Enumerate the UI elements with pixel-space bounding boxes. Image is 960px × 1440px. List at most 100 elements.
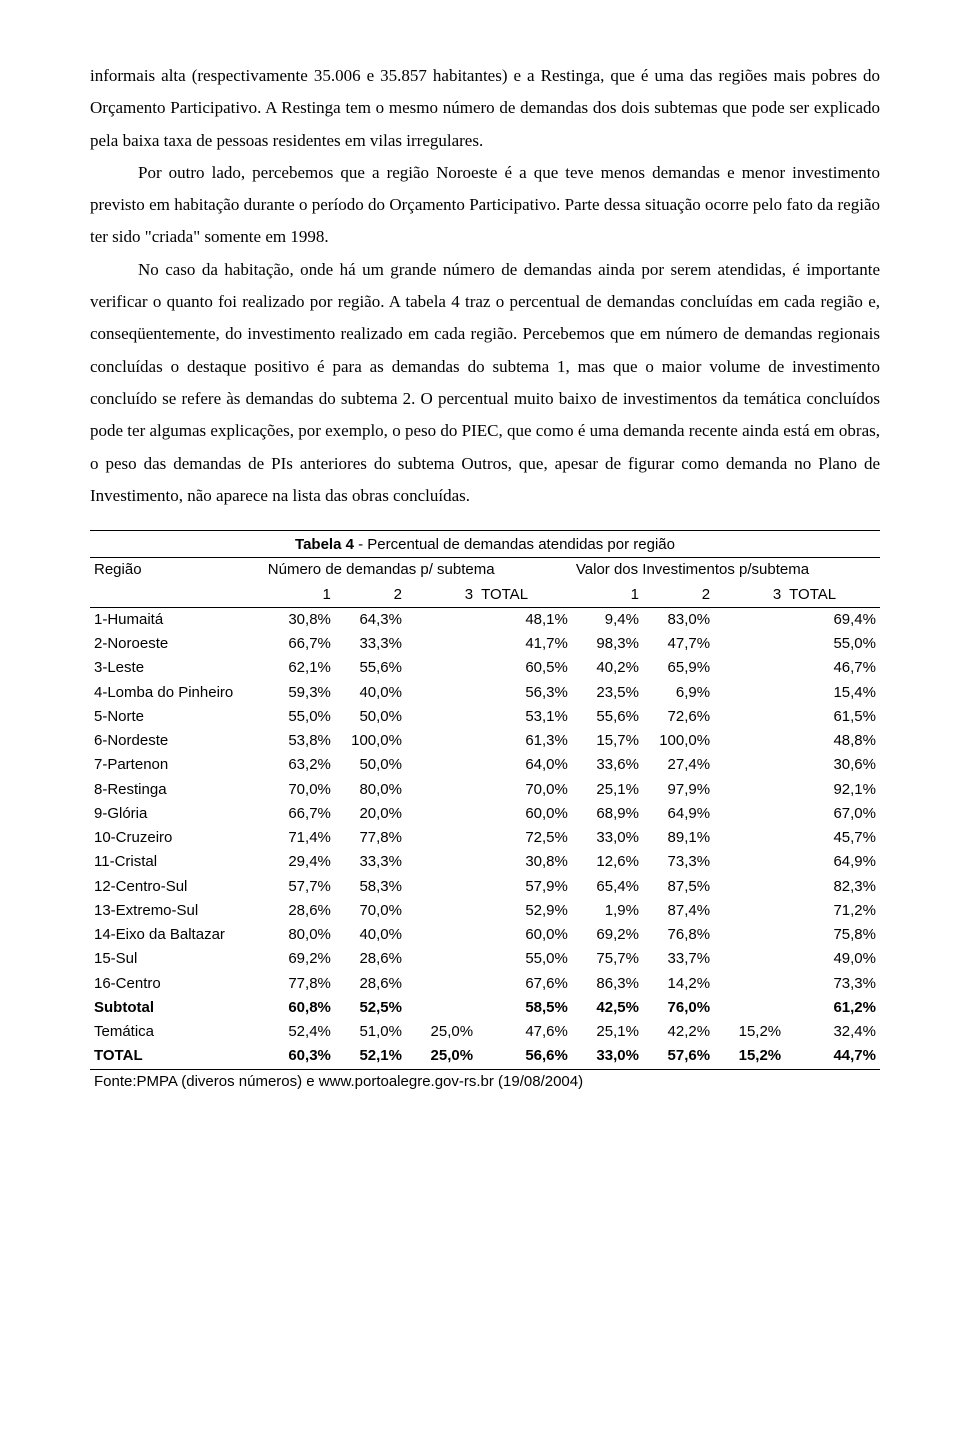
table-title-rest: - Percentual de demandas atendidas por r… xyxy=(354,536,675,553)
cell: 76,0% xyxy=(643,996,714,1020)
cell xyxy=(406,656,477,680)
cell xyxy=(714,899,785,923)
cell: 29,4% xyxy=(264,850,335,874)
cell: 64,3% xyxy=(335,607,406,632)
cell: 61,5% xyxy=(785,705,880,729)
cell: 10-Cruzeiro xyxy=(90,826,264,850)
cell: 28,6% xyxy=(264,899,335,923)
cell: 70,0% xyxy=(335,899,406,923)
cell: 28,6% xyxy=(335,972,406,996)
cell: 32,4% xyxy=(785,1020,880,1044)
subcol-total: TOTAL xyxy=(785,583,880,608)
cell: 75,8% xyxy=(785,923,880,947)
col-group-investimentos: Valor dos Investimentos p/subtema xyxy=(572,558,880,583)
cell xyxy=(714,656,785,680)
cell: 30,8% xyxy=(477,850,572,874)
cell xyxy=(406,802,477,826)
cell: 52,5% xyxy=(335,996,406,1020)
cell: 52,4% xyxy=(264,1020,335,1044)
cell xyxy=(714,729,785,753)
cell: 6-Nordeste xyxy=(90,729,264,753)
cell: 23,5% xyxy=(572,681,643,705)
cell: 67,6% xyxy=(477,972,572,996)
cell: 4-Lomba do Pinheiro xyxy=(90,681,264,705)
cell: 77,8% xyxy=(264,972,335,996)
cell: 48,8% xyxy=(785,729,880,753)
cell: 3-Leste xyxy=(90,656,264,680)
cell xyxy=(406,996,477,1020)
table-row: 10-Cruzeiro71,4%77,8%72,5%33,0%89,1%45,7… xyxy=(90,826,880,850)
cell: 57,7% xyxy=(264,875,335,899)
cell: 13-Extremo-Sul xyxy=(90,899,264,923)
cell: 53,8% xyxy=(264,729,335,753)
cell: 89,1% xyxy=(643,826,714,850)
cell: 60,5% xyxy=(477,656,572,680)
cell: 87,5% xyxy=(643,875,714,899)
cell: 2-Noroeste xyxy=(90,632,264,656)
cell: 61,3% xyxy=(477,729,572,753)
cell xyxy=(714,972,785,996)
cell: 14,2% xyxy=(643,972,714,996)
cell: 64,0% xyxy=(477,753,572,777)
subcol-total: TOTAL xyxy=(477,583,572,608)
table-row: 5-Norte55,0%50,0%53,1%55,6%72,6%61,5% xyxy=(90,705,880,729)
cell: 86,3% xyxy=(572,972,643,996)
cell: 5-Norte xyxy=(90,705,264,729)
cell: 98,3% xyxy=(572,632,643,656)
cell xyxy=(406,681,477,705)
cell: 69,2% xyxy=(572,923,643,947)
cell: 42,2% xyxy=(643,1020,714,1044)
cell xyxy=(714,778,785,802)
table-row: 4-Lomba do Pinheiro59,3%40,0%56,3%23,5%6… xyxy=(90,681,880,705)
cell: 50,0% xyxy=(335,753,406,777)
cell: 83,0% xyxy=(643,607,714,632)
cell: 58,5% xyxy=(477,996,572,1020)
cell xyxy=(406,923,477,947)
cell: 15,2% xyxy=(714,1044,785,1069)
cell: 49,0% xyxy=(785,947,880,971)
cell: 66,7% xyxy=(264,632,335,656)
cell xyxy=(714,753,785,777)
cell: 66,7% xyxy=(264,802,335,826)
cell: 33,6% xyxy=(572,753,643,777)
cell: 56,6% xyxy=(477,1044,572,1069)
cell: 50,0% xyxy=(335,705,406,729)
cell: 25,1% xyxy=(572,1020,643,1044)
cell xyxy=(406,899,477,923)
cell: 40,0% xyxy=(335,923,406,947)
cell: 55,0% xyxy=(477,947,572,971)
cell: 45,7% xyxy=(785,826,880,850)
cell: 70,0% xyxy=(264,778,335,802)
cell: 61,2% xyxy=(785,996,880,1020)
cell: 60,8% xyxy=(264,996,335,1020)
cell: 7-Partenon xyxy=(90,753,264,777)
table-row: 12-Centro-Sul57,7%58,3%57,9%65,4%87,5%82… xyxy=(90,875,880,899)
cell xyxy=(406,826,477,850)
subcol: 2 xyxy=(643,583,714,608)
data-table: Região Número de demandas p/ subtema Val… xyxy=(90,557,880,1094)
table-footnote-row: Fonte:PMPA (diveros números) e www.porto… xyxy=(90,1069,880,1094)
cell: 48,1% xyxy=(477,607,572,632)
cell: 55,6% xyxy=(335,656,406,680)
cell xyxy=(406,729,477,753)
body-paragraph-1: informais alta (respectivamente 35.006 e… xyxy=(90,60,880,157)
cell: 9,4% xyxy=(572,607,643,632)
cell: 52,9% xyxy=(477,899,572,923)
cell xyxy=(714,826,785,850)
cell: 64,9% xyxy=(643,802,714,826)
cell: 8-Restinga xyxy=(90,778,264,802)
cell xyxy=(714,875,785,899)
table-4: Tabela 4 - Percentual de demandas atendi… xyxy=(90,530,880,1094)
cell: Temática xyxy=(90,1020,264,1044)
cell xyxy=(406,947,477,971)
table-title-bold: Tabela 4 xyxy=(295,536,354,553)
cell: 71,2% xyxy=(785,899,880,923)
cell xyxy=(406,705,477,729)
cell xyxy=(714,681,785,705)
subcol: 2 xyxy=(335,583,406,608)
cell: 65,4% xyxy=(572,875,643,899)
cell: 12,6% xyxy=(572,850,643,874)
cell xyxy=(406,778,477,802)
cell: 6,9% xyxy=(643,681,714,705)
cell: 47,6% xyxy=(477,1020,572,1044)
